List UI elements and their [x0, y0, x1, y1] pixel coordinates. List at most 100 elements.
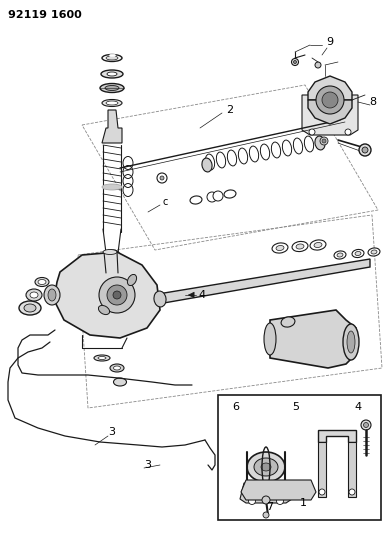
- Circle shape: [309, 129, 315, 135]
- Ellipse shape: [105, 250, 119, 256]
- Ellipse shape: [104, 270, 120, 276]
- Circle shape: [345, 129, 351, 135]
- Circle shape: [213, 191, 223, 201]
- Text: 2: 2: [227, 105, 234, 115]
- Ellipse shape: [343, 324, 359, 360]
- Ellipse shape: [105, 85, 119, 91]
- Text: 3: 3: [145, 460, 151, 470]
- Text: 6: 6: [232, 402, 240, 412]
- Polygon shape: [241, 480, 316, 500]
- Ellipse shape: [202, 158, 212, 172]
- Ellipse shape: [100, 84, 124, 93]
- Ellipse shape: [190, 196, 202, 204]
- Ellipse shape: [102, 184, 122, 190]
- Ellipse shape: [310, 240, 326, 250]
- Circle shape: [113, 291, 121, 299]
- Bar: [318, 442, 326, 497]
- Circle shape: [361, 420, 371, 430]
- Ellipse shape: [337, 253, 343, 257]
- Ellipse shape: [114, 378, 127, 386]
- Ellipse shape: [352, 249, 364, 257]
- Polygon shape: [318, 430, 356, 442]
- Ellipse shape: [101, 70, 123, 78]
- Circle shape: [262, 496, 270, 504]
- Text: 92119 1600: 92119 1600: [8, 10, 82, 20]
- Polygon shape: [240, 483, 292, 503]
- Circle shape: [276, 497, 283, 505]
- Ellipse shape: [264, 323, 276, 355]
- Polygon shape: [308, 76, 352, 100]
- Ellipse shape: [296, 244, 304, 249]
- Text: 7: 7: [267, 502, 274, 512]
- Ellipse shape: [106, 101, 118, 105]
- Text: 8: 8: [369, 97, 377, 107]
- Ellipse shape: [224, 190, 236, 198]
- Circle shape: [349, 489, 355, 495]
- Ellipse shape: [98, 305, 110, 314]
- Ellipse shape: [314, 243, 322, 247]
- Ellipse shape: [110, 364, 124, 372]
- Circle shape: [363, 423, 368, 427]
- Circle shape: [322, 139, 326, 143]
- Ellipse shape: [94, 355, 110, 361]
- Ellipse shape: [355, 252, 361, 255]
- Text: 5: 5: [292, 402, 299, 412]
- Ellipse shape: [102, 100, 122, 107]
- Text: c: c: [162, 197, 168, 207]
- Ellipse shape: [127, 274, 136, 286]
- Circle shape: [322, 92, 338, 108]
- Circle shape: [99, 277, 135, 313]
- Ellipse shape: [19, 301, 41, 315]
- Ellipse shape: [334, 251, 346, 259]
- Ellipse shape: [315, 136, 325, 150]
- Ellipse shape: [276, 246, 284, 251]
- Ellipse shape: [272, 243, 288, 253]
- Circle shape: [160, 176, 164, 180]
- Ellipse shape: [292, 241, 308, 252]
- Polygon shape: [102, 110, 122, 143]
- Bar: [218, 395, 381, 520]
- Ellipse shape: [154, 291, 166, 307]
- Ellipse shape: [347, 331, 355, 353]
- Polygon shape: [302, 95, 358, 135]
- Circle shape: [292, 59, 298, 66]
- Ellipse shape: [254, 458, 278, 476]
- Polygon shape: [54, 252, 160, 338]
- Text: 9: 9: [327, 37, 334, 47]
- Circle shape: [319, 489, 325, 495]
- Circle shape: [157, 173, 167, 183]
- Circle shape: [107, 285, 127, 305]
- Polygon shape: [158, 259, 370, 304]
- Ellipse shape: [98, 357, 106, 359]
- Ellipse shape: [38, 279, 46, 285]
- Ellipse shape: [103, 260, 121, 266]
- Circle shape: [263, 512, 269, 518]
- Ellipse shape: [261, 463, 271, 471]
- Ellipse shape: [106, 56, 118, 60]
- Polygon shape: [308, 100, 352, 124]
- Circle shape: [316, 86, 344, 114]
- Text: 1: 1: [299, 498, 307, 508]
- Ellipse shape: [103, 249, 117, 254]
- Ellipse shape: [107, 261, 117, 265]
- Ellipse shape: [30, 292, 38, 298]
- Circle shape: [207, 192, 217, 202]
- Ellipse shape: [44, 285, 60, 305]
- Circle shape: [315, 62, 321, 68]
- Circle shape: [320, 137, 328, 145]
- Ellipse shape: [102, 54, 122, 61]
- Ellipse shape: [35, 278, 49, 287]
- Ellipse shape: [24, 304, 36, 312]
- Circle shape: [359, 144, 371, 156]
- Text: 4: 4: [354, 402, 361, 412]
- Ellipse shape: [48, 289, 56, 301]
- Ellipse shape: [371, 250, 377, 254]
- Polygon shape: [270, 310, 356, 368]
- Ellipse shape: [114, 366, 120, 370]
- Bar: [348, 442, 356, 497]
- Ellipse shape: [26, 289, 42, 301]
- Circle shape: [362, 147, 368, 153]
- Circle shape: [249, 497, 256, 505]
- Text: 3: 3: [109, 427, 116, 437]
- Ellipse shape: [107, 72, 117, 76]
